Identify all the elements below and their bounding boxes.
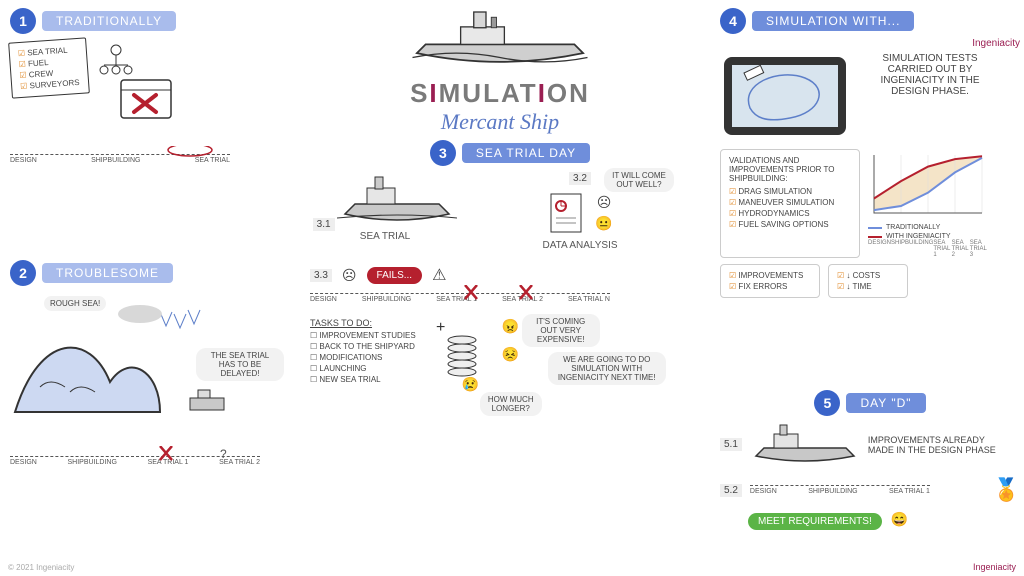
title-text: SIMULATION	[410, 78, 590, 108]
section-2: 2 TROUBLESOME ROUGH SEA! THE SEA TRIAL H…	[10, 260, 290, 491]
howlong-bubble: HOW MUCH LONGER?	[480, 392, 542, 416]
section-1-label: TRADITIONALLY	[42, 11, 176, 31]
award-icon: 🏅	[993, 477, 1020, 503]
footer-copyright: © 2021 Ingeniacity	[8, 563, 74, 572]
clipboard: SEA TRIAL FUEL CREW SURVEYORS	[8, 37, 89, 98]
title-block: SIMULATION Mercant Ship	[310, 5, 690, 135]
ship-illustration	[410, 5, 590, 75]
face-neutral-icon: 😐	[595, 215, 612, 232]
s1-timeline-marker	[10, 146, 230, 160]
brand-bottom-right: Ingeniacity	[973, 562, 1016, 572]
expensive-bubble: IT'S COMING OUT VERY EXPENSIVE!	[522, 314, 600, 347]
warning-icon: ⚠	[432, 265, 446, 285]
s2-timeline-x: ?	[10, 446, 260, 464]
s3-3: 3.3 ☹ FAILS... ⚠ DESIGN SHIPBUILDING SEA…	[310, 265, 710, 388]
face-worried-icon: ☹	[595, 194, 612, 211]
section-3-number: 3	[430, 140, 456, 166]
s5-1-text: IMPROVEMENTS ALREADY MADE IN THE DESIGN …	[868, 435, 998, 455]
org-calendar-sketch	[96, 40, 186, 130]
s3-timeline-x	[310, 285, 610, 301]
delay-bubble: THE SEA TRIAL HAS TO BE DELAYED!	[196, 348, 284, 381]
face-crying-icon: 😢	[462, 376, 479, 393]
section-4-number: 4	[720, 8, 746, 34]
face-happy-icon: 😄	[891, 511, 908, 527]
rough-sea-bubble: ROUGH SEA!	[44, 296, 106, 311]
s3-2: 3.2 ☹ 😐 DATA ANALYSIS IT WILL COME OUT W…	[490, 172, 670, 251]
face-sad-icon: ☹	[342, 267, 357, 284]
title-script: Mercant Ship	[310, 109, 690, 135]
section-3-label: SEA TRIAL DAY	[462, 143, 590, 163]
brand-name: Ingeniacity	[720, 38, 1020, 49]
meet-bubble: MEET REQUIREMENTS!	[748, 513, 882, 530]
section-4-label: SIMULATION WITH...	[752, 11, 914, 31]
s3-2-bubble: IT WILL COME OUT WELL?	[604, 168, 674, 192]
section-5: 5 DAY "D" 5.1 IMPROVEMENTS ALREADY MADE …	[720, 390, 1020, 530]
section-1: 1 TRADITIONALLY SEA TRIAL FUEL CREW SURV…	[10, 8, 290, 185]
section-1-number: 1	[10, 8, 36, 34]
s1-checklist: SEA TRIAL FUEL CREW SURVEYORS	[18, 45, 80, 91]
s5-timeline: DESIGN SHIPBUILDING SEA TRIAL 1	[750, 485, 930, 499]
tasks-block: TASKS TO DO: IMPROVEMENT STUDIES BACK TO…	[310, 318, 416, 388]
svg-text:+: +	[436, 319, 445, 336]
section-4: 4 SIMULATION WITH... Ingeniacity SIMULAT…	[720, 8, 1020, 298]
section-2-label: TROUBLESOME	[42, 263, 173, 283]
face-frown-icon: 😣	[502, 346, 519, 363]
tablet-sim-icon	[720, 53, 850, 141]
outcomes-left: IMPROVEMENTS FIX ERRORS	[720, 264, 820, 298]
s3-1: 3.1 SEA TRIAL	[310, 172, 460, 251]
ship-small-icon	[750, 422, 860, 467]
section-5-number: 5	[814, 390, 840, 416]
sim-chart: TRADITIONALLY WITH INGENIACITY DESIGN SH…	[868, 149, 988, 258]
outcomes-right: ↓ COSTS ↓ TIME	[828, 264, 908, 298]
validations-box: VALIDATIONS AND IMPROVEMENTS PRIOR TO SH…	[720, 149, 860, 258]
section-3: 3 SEA TRIAL DAY 3.1 SEA TRIAL 3.2	[310, 140, 710, 388]
section-2-number: 2	[10, 260, 36, 286]
fails-bubble: FAILS...	[367, 267, 423, 284]
s4-desc: SIMULATION TESTS CARRIED OUT BY INGENIAC…	[860, 53, 1000, 141]
svg-text:?: ?	[220, 447, 227, 461]
nexttime-bubble: WE ARE GOING TO DO SIMULATION WITH INGEN…	[548, 352, 666, 385]
face-angry-icon: 😠	[502, 318, 519, 335]
section-5-label: DAY "D"	[846, 393, 925, 413]
